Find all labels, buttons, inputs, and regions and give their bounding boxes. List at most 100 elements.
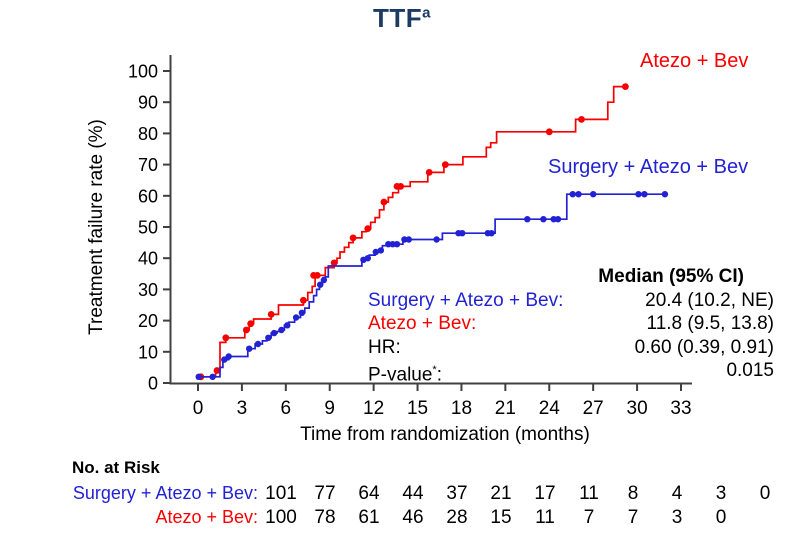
censor-marker-blue	[270, 329, 278, 337]
censor-marker-red	[578, 116, 585, 123]
at-risk-value: 17	[534, 483, 556, 504]
chart-svg: 0 10 20 30 40 50 60 70 80 90 100 0 3 6 9 12 15 18 21 24 27 30…	[128, 55, 692, 419]
stats-row-pvalue-value: 0.015	[726, 360, 774, 381]
stats-row-hr: HR: 0.60 (0.39, 0.91)	[368, 336, 774, 360]
at-risk-label-surgery: Surgery + Atezo + Bev:	[72, 483, 258, 503]
stats-row-pvalue: P-value*: 0.015	[368, 359, 774, 387]
censor-marker-blue	[459, 230, 466, 237]
at-risk-value: 7	[627, 507, 639, 528]
y-tick-label: 30	[138, 280, 158, 300]
km-curve-red	[198, 85, 629, 378]
y-tick-label: 10	[138, 342, 158, 362]
y-tick-label: 90	[138, 93, 158, 113]
censor-marker-blue	[661, 191, 669, 198]
censor-marker-red	[397, 183, 405, 190]
censor-marker-red	[441, 161, 449, 169]
censor-marker-blue	[278, 326, 285, 334]
censor-marker-blue	[575, 191, 582, 198]
censor-marker-blue	[364, 255, 371, 262]
censor-marker-blue	[254, 340, 262, 348]
stats-row-hr-label: HR:	[368, 336, 401, 358]
stats-row-surgery-label: Surgery + Atezo + Bev:	[368, 289, 564, 311]
censor-marker-red	[213, 367, 221, 374]
at-risk-value: 4	[671, 483, 683, 504]
censor-marker-red	[300, 296, 307, 304]
censor-marker-red	[242, 326, 250, 334]
censor-marker-red	[247, 320, 255, 328]
y-tick-label: 40	[138, 249, 158, 269]
censor-marker-red	[425, 169, 433, 176]
at-risk-value: 100	[265, 507, 297, 528]
km-curve-blue	[198, 193, 667, 378]
censor-marker-red	[222, 334, 230, 342]
censor-marker-blue	[225, 353, 232, 360]
stats-row-hr-value: 0.60 (0.39, 0.91)	[634, 336, 774, 358]
x-tick-label: 18	[451, 398, 472, 419]
stats-row-surgery-value: 20.4 (10.2, NE)	[645, 289, 774, 311]
at-risk-value: 0	[759, 483, 771, 504]
stats-header: Median (95% CI)	[598, 266, 744, 287]
at-risk-value: 11	[579, 483, 599, 504]
title-text: TTF	[373, 3, 423, 33]
censor-marker-blue	[317, 281, 324, 288]
censor-marker-blue	[298, 309, 306, 316]
page-title: TTFa	[0, 3, 804, 34]
at-risk-value: 44	[402, 483, 424, 504]
censor-marker-red	[313, 272, 321, 279]
at-risk-value: 11	[535, 507, 555, 528]
x-tick-label: 27	[583, 398, 604, 419]
censor-marker-blue	[292, 314, 300, 321]
stats-row-pvalue-label: P-value*:	[368, 359, 442, 387]
at-risk-value: 3	[715, 483, 727, 504]
legend-surgery-atezo-bev: Surgery + Atezo + Bev	[548, 156, 749, 178]
stats-row-surgery: Surgery + Atezo + Bev: 20.4 (10.2, NE)	[368, 289, 774, 313]
censor-marker-blue	[590, 191, 597, 198]
at-risk-value: 15	[490, 507, 512, 528]
censor-marker-blue	[372, 248, 379, 256]
at-risk-value: 28	[446, 507, 468, 528]
censor-marker-blue	[641, 191, 648, 198]
at-risk-value: 21	[490, 483, 512, 504]
stats-row-atezo: Atezo + Bev: 11.8 (9.5, 13.8)	[368, 312, 774, 336]
at-risk-value: 77	[314, 483, 336, 504]
x-tick-label: 9	[324, 398, 335, 419]
x-tick-label: 6	[281, 398, 292, 419]
censor-marker-blue	[284, 322, 291, 329]
pvalue-asterisk: *	[432, 364, 437, 376]
at-risk-value: 8	[627, 483, 639, 504]
x-tick-label: 21	[495, 398, 516, 419]
x-tick-label: 30	[627, 398, 648, 419]
censor-marker-blue	[405, 236, 412, 243]
censor-marker-blue	[488, 230, 495, 237]
y-axis-label: Treatment failure rate (%)	[86, 119, 107, 335]
y-tick-label: 70	[138, 155, 158, 175]
at-risk-value: 61	[358, 507, 380, 528]
censor-marker-blue	[195, 373, 202, 380]
censor-marker-blue	[209, 373, 216, 380]
x-tick-label: 12	[363, 398, 384, 419]
at-risk-header: No. at Risk	[72, 458, 160, 477]
censor-marker-blue	[635, 191, 642, 198]
pvalue-text: P-value	[368, 364, 433, 386]
y-tick-label: 60	[138, 186, 158, 206]
censor-marker-blue	[377, 247, 385, 254]
censor-marker-red	[364, 225, 372, 233]
y-tick-label: 80	[138, 124, 158, 144]
at-risk-value: 0	[715, 507, 727, 528]
censor-marker-blue	[554, 216, 562, 223]
x-tick-label: 0	[193, 398, 204, 419]
at-risk-value: 46	[402, 507, 424, 528]
pvalue-colon: :	[436, 364, 442, 386]
censor-marker-blue	[569, 191, 576, 198]
legend-atezo-bev: Atezo + Bev	[640, 50, 749, 72]
censor-marker-red	[330, 259, 338, 267]
x-tick-label: 24	[539, 398, 561, 419]
x-tick-label: 3	[237, 398, 248, 419]
y-tick-label: 20	[138, 311, 158, 331]
censor-marker-red	[622, 83, 629, 90]
y-tick-label: 0	[148, 374, 158, 394]
title-superscript: a	[422, 4, 431, 22]
x-axis-label: Time from randomization (months)	[300, 424, 590, 445]
at-risk-value: 7	[583, 507, 595, 528]
